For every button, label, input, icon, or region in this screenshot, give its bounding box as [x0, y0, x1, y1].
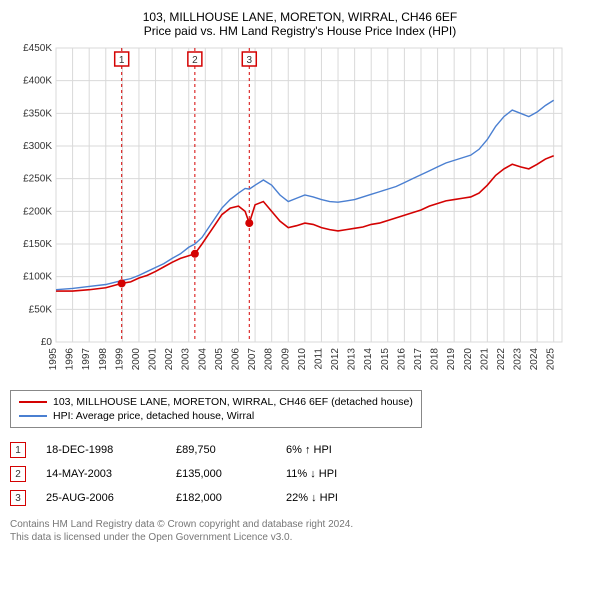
- svg-text:2014: 2014: [363, 348, 374, 371]
- legend-label: HPI: Average price, detached house, Wirr…: [53, 410, 254, 422]
- svg-text:2006: 2006: [230, 348, 241, 371]
- svg-text:£150K: £150K: [23, 239, 52, 250]
- sale-row: 3 25-AUG-2006 £182,000 22% ↓ HPI: [10, 486, 590, 510]
- svg-text:2021: 2021: [479, 348, 490, 371]
- svg-text:£250K: £250K: [23, 174, 52, 185]
- svg-text:2004: 2004: [197, 348, 208, 371]
- sale-point: [118, 279, 126, 287]
- sale-row-badge: 2: [10, 466, 26, 482]
- sale-row-date: 14-MAY-2003: [46, 468, 156, 480]
- svg-text:2017: 2017: [413, 348, 424, 371]
- svg-text:2003: 2003: [181, 348, 192, 371]
- legend-item: 103, MILLHOUSE LANE, MORETON, WIRRAL, CH…: [19, 395, 413, 409]
- sale-point: [245, 219, 253, 227]
- svg-text:£350K: £350K: [23, 108, 52, 119]
- sale-row-delta: 11% ↓ HPI: [286, 468, 386, 480]
- svg-text:3: 3: [246, 55, 252, 66]
- svg-text:2010: 2010: [297, 348, 308, 371]
- sales-table: 1 18-DEC-1998 £89,750 6% ↑ HPI 2 14-MAY-2003 £…: [10, 438, 590, 510]
- svg-text:2001: 2001: [148, 348, 159, 371]
- svg-text:£400K: £400K: [23, 76, 52, 87]
- svg-text:1: 1: [119, 55, 125, 66]
- footer-licence: This data is licensed under the Open Gov…: [10, 531, 590, 544]
- svg-text:1995: 1995: [48, 348, 59, 371]
- svg-text:2009: 2009: [280, 348, 291, 371]
- svg-text:2016: 2016: [396, 348, 407, 371]
- svg-text:1997: 1997: [81, 348, 92, 371]
- sale-row-date: 25-AUG-2006: [46, 492, 156, 504]
- sale-row-badge: 1: [10, 442, 26, 458]
- svg-text:2008: 2008: [264, 348, 275, 371]
- sale-row-price: £182,000: [176, 492, 266, 504]
- svg-text:2000: 2000: [131, 348, 142, 371]
- legend-swatch: [19, 401, 47, 403]
- sale-row-date: 18-DEC-1998: [46, 444, 156, 456]
- svg-text:2012: 2012: [330, 348, 341, 371]
- svg-text:2024: 2024: [529, 348, 540, 371]
- sale-row: 1 18-DEC-1998 £89,750 6% ↑ HPI: [10, 438, 590, 462]
- svg-text:2013: 2013: [347, 348, 358, 371]
- footer-copyright: Contains HM Land Registry data © Crown c…: [10, 518, 590, 531]
- price-chart: £0 £50K £100K £150K £200K £250K £300K £350K £400…: [10, 44, 570, 384]
- legend-item: HPI: Average price, detached house, Wirr…: [19, 409, 413, 423]
- svg-text:£300K: £300K: [23, 141, 52, 152]
- sale-row: 2 14-MAY-2003 £135,000 11% ↓ HPI: [10, 462, 590, 486]
- svg-text:2011: 2011: [313, 348, 324, 370]
- svg-text:2007: 2007: [247, 348, 258, 371]
- svg-text:2002: 2002: [164, 348, 175, 371]
- svg-text:2020: 2020: [463, 348, 474, 371]
- sale-row-price: £89,750: [176, 444, 266, 456]
- svg-text:£100K: £100K: [23, 272, 52, 283]
- legend-swatch: [19, 415, 47, 417]
- sale-point: [191, 250, 199, 258]
- svg-text:1999: 1999: [114, 348, 125, 371]
- chart-title-sub: Price paid vs. HM Land Registry's House …: [10, 24, 590, 38]
- svg-text:£200K: £200K: [23, 206, 52, 217]
- chart-title-address: 103, MILLHOUSE LANE, MORETON, WIRRAL, CH…: [10, 10, 590, 24]
- svg-text:2005: 2005: [214, 348, 225, 371]
- svg-text:£0: £0: [41, 337, 53, 348]
- legend: 103, MILLHOUSE LANE, MORETON, WIRRAL, CH…: [10, 390, 422, 428]
- sale-row-delta: 22% ↓ HPI: [286, 492, 386, 504]
- svg-text:£50K: £50K: [29, 304, 53, 315]
- sale-row-price: £135,000: [176, 468, 266, 480]
- sale-row-delta: 6% ↑ HPI: [286, 444, 386, 456]
- svg-text:2019: 2019: [446, 348, 457, 371]
- svg-text:2: 2: [192, 55, 198, 66]
- legend-label: 103, MILLHOUSE LANE, MORETON, WIRRAL, CH…: [53, 396, 413, 408]
- svg-text:2022: 2022: [496, 348, 507, 371]
- svg-text:2025: 2025: [546, 348, 557, 371]
- svg-text:2023: 2023: [513, 348, 524, 371]
- svg-text:£450K: £450K: [23, 44, 52, 54]
- svg-text:1996: 1996: [65, 348, 76, 371]
- svg-text:2015: 2015: [380, 348, 391, 371]
- svg-text:2018: 2018: [430, 348, 441, 371]
- sale-row-badge: 3: [10, 490, 26, 506]
- svg-text:1998: 1998: [98, 348, 109, 371]
